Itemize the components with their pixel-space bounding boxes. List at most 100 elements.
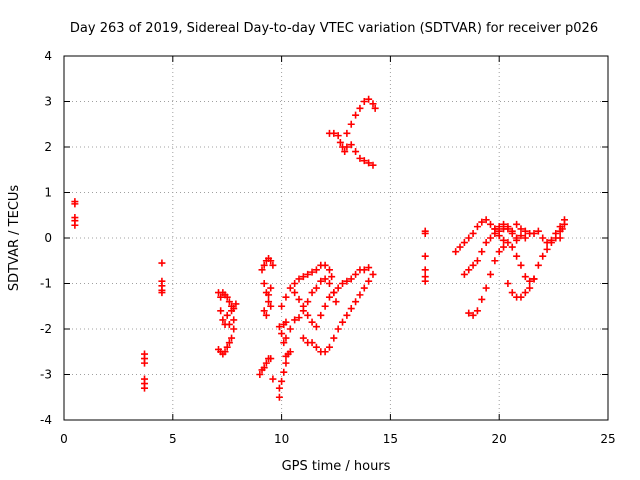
- data-point: [421, 252, 429, 260]
- data-point: [308, 289, 316, 297]
- data-point: [558, 225, 566, 233]
- data-point: [469, 229, 477, 237]
- data-point: [369, 161, 377, 169]
- data-point: [495, 232, 503, 240]
- data-point: [539, 252, 547, 260]
- data-point: [469, 261, 477, 269]
- data-point: [560, 216, 568, 224]
- data-point: [491, 225, 499, 233]
- y-axis-label: SDTVAR / TECUs: [7, 185, 22, 292]
- data-point: [265, 291, 273, 299]
- data-point: [508, 243, 516, 251]
- x-tick-label: 10: [274, 432, 289, 446]
- data-point: [260, 280, 268, 287]
- x-tick-label: 5: [169, 432, 177, 446]
- data-point: [295, 295, 303, 303]
- data-point: [325, 280, 333, 287]
- data-point: [339, 318, 347, 326]
- data-point: [282, 359, 290, 367]
- data-point: [325, 343, 333, 351]
- data-point: [504, 280, 512, 287]
- data-point: [262, 359, 270, 367]
- data-point: [508, 229, 516, 237]
- data-point: [473, 257, 481, 265]
- data-point: [321, 348, 329, 356]
- data-point: [265, 298, 273, 306]
- data-point: [275, 393, 283, 401]
- data-point: [504, 225, 512, 233]
- data-point: [258, 266, 266, 274]
- data-point: [304, 270, 312, 278]
- series-s1: [71, 198, 79, 229]
- data-point: [482, 239, 490, 247]
- data-point: [347, 141, 355, 149]
- y-tick-label: 3: [44, 95, 52, 109]
- series-s3: [158, 259, 166, 297]
- data-point: [456, 243, 464, 251]
- series-s8: [282, 275, 340, 342]
- data-point: [336, 138, 344, 146]
- series-s7: [278, 261, 336, 310]
- data-point: [291, 316, 299, 324]
- data-point: [295, 314, 303, 322]
- data-point: [500, 243, 508, 251]
- data-point: [526, 284, 534, 292]
- data-point: [491, 257, 499, 265]
- data-point: [317, 311, 325, 319]
- data-point: [312, 266, 320, 274]
- data-point: [469, 311, 477, 319]
- y-tick-label: -4: [40, 413, 52, 427]
- data-point: [508, 289, 516, 297]
- data-point: [223, 311, 231, 319]
- series-s2: [141, 350, 149, 392]
- data-point: [517, 225, 525, 233]
- data-point: [280, 368, 288, 376]
- data-point: [308, 268, 316, 276]
- data-point: [225, 298, 233, 306]
- data-point: [460, 239, 468, 247]
- data-point: [517, 261, 525, 269]
- data-point: [521, 273, 529, 281]
- series-s13: [452, 216, 521, 256]
- data-point: [517, 232, 525, 240]
- data-point: [543, 239, 551, 247]
- data-point: [223, 293, 231, 301]
- data-point: [478, 295, 486, 303]
- data-point: [460, 270, 468, 278]
- data-point: [452, 248, 460, 256]
- data-point: [321, 275, 329, 283]
- data-point: [291, 289, 299, 297]
- data-point: [421, 227, 429, 235]
- data-point: [500, 220, 508, 228]
- data-point: [530, 229, 538, 237]
- data-point: [260, 307, 268, 315]
- data-point: [347, 120, 355, 128]
- data-point: [352, 111, 360, 119]
- series-s14: [460, 229, 538, 285]
- y-tick-label: 4: [44, 49, 52, 63]
- data-point: [539, 234, 547, 242]
- data-point: [352, 270, 360, 278]
- y-tick-label: -2: [40, 322, 52, 336]
- series-s10: [299, 270, 377, 356]
- series-s5: [256, 318, 294, 401]
- data-points: [71, 95, 568, 401]
- series-s17: [513, 216, 568, 247]
- y-tick-label: -3: [40, 368, 52, 382]
- data-point: [347, 275, 355, 283]
- data-point: [312, 284, 320, 292]
- data-point: [71, 200, 79, 208]
- data-point: [295, 275, 303, 283]
- data-point: [260, 261, 268, 269]
- series-s11: [325, 95, 379, 169]
- data-point: [267, 355, 275, 363]
- data-point: [325, 266, 333, 274]
- data-point: [356, 104, 364, 112]
- data-point: [330, 334, 338, 342]
- data-point: [158, 289, 166, 297]
- chart-title: Day 263 of 2019, Sidereal Day-to-day VTE…: [70, 21, 598, 36]
- data-point: [360, 266, 368, 274]
- data-point: [282, 318, 290, 326]
- data-point: [225, 339, 233, 347]
